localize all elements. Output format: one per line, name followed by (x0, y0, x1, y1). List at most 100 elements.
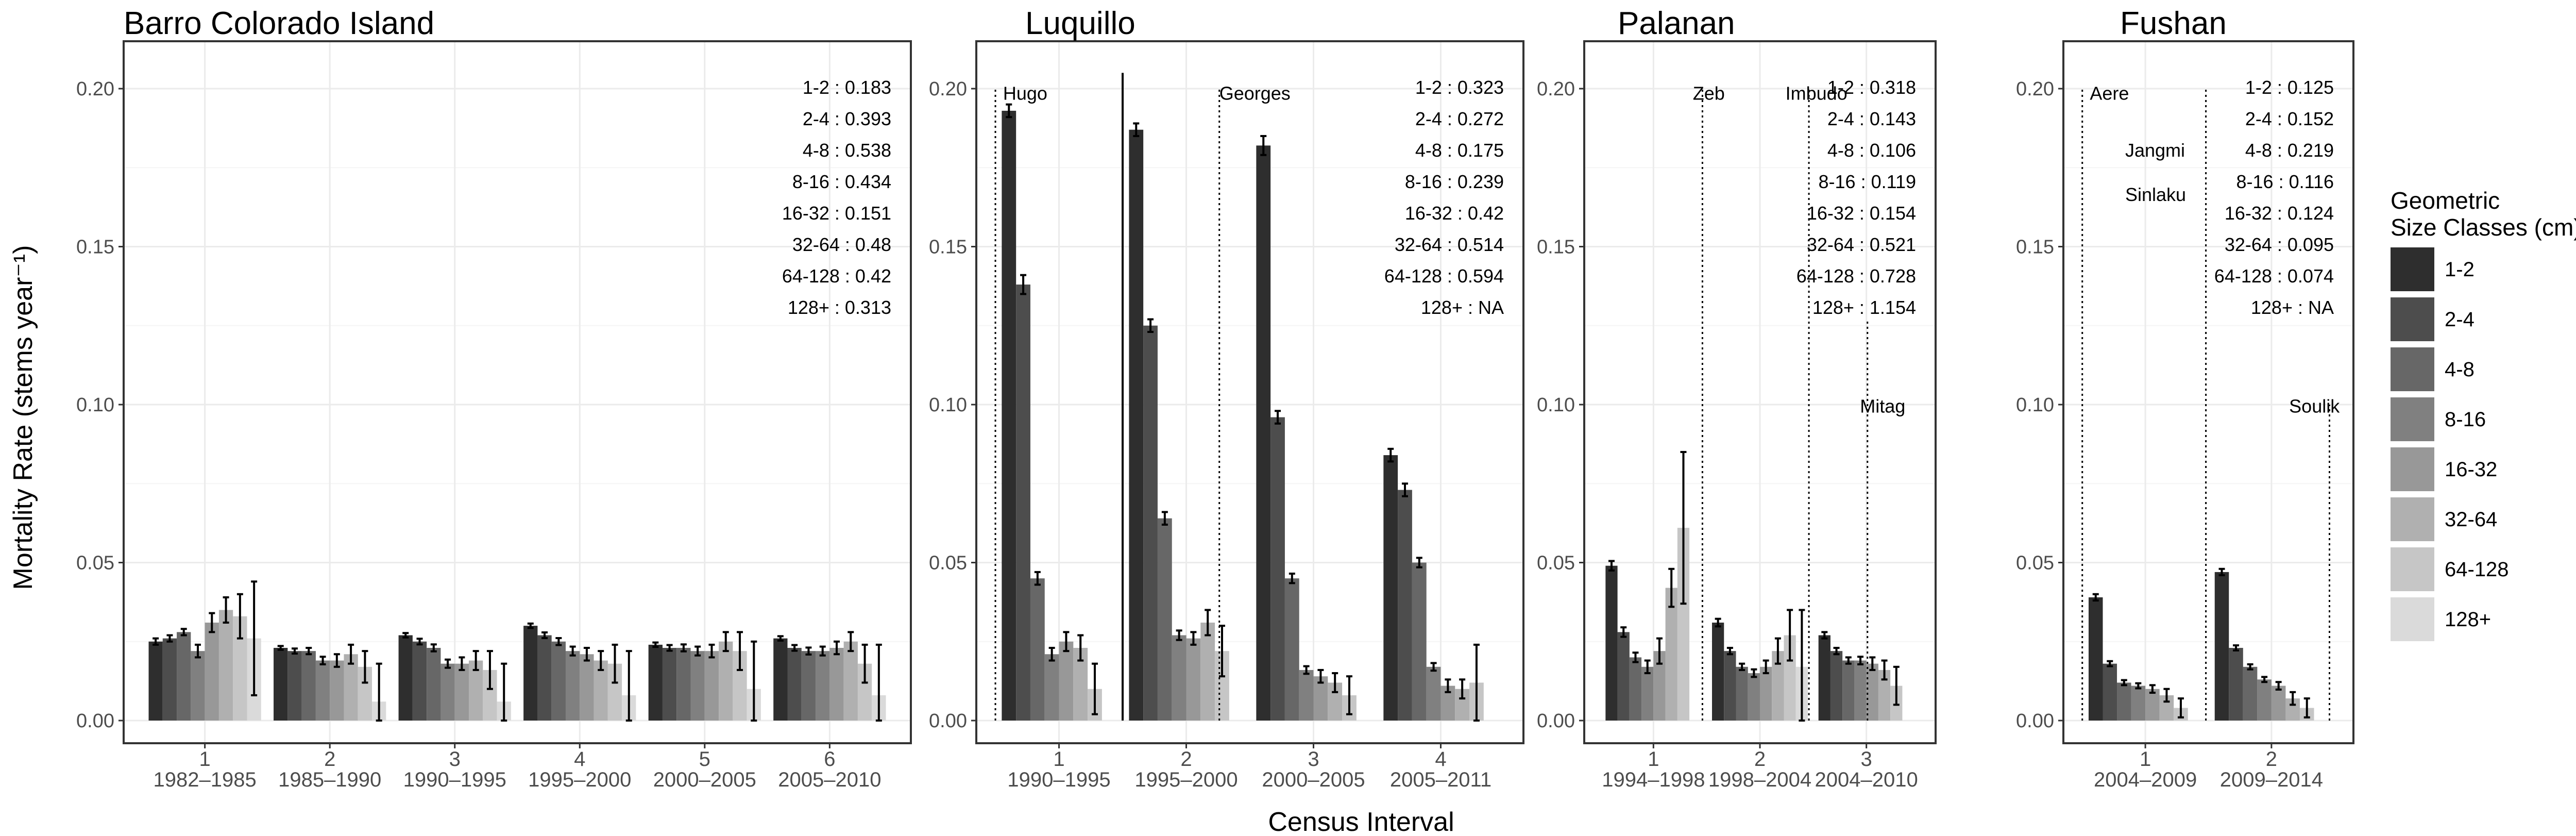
annotation-line: 32-64 : 0.521 (1807, 234, 1916, 255)
annotation-line: 4-8 : 0.219 (2245, 140, 2334, 161)
legend-label: 16-32 (2445, 458, 2497, 481)
x-tick-index: 3 (449, 748, 461, 771)
bar-4-8 (1030, 578, 1045, 721)
bar-8-16 (2131, 685, 2146, 721)
bar-16-32 (330, 660, 344, 721)
x-tick-label: 2005–2011 (1390, 768, 1492, 791)
bar-4-8 (551, 641, 566, 721)
bar-1-2 (1002, 110, 1016, 721)
bar-1-2 (274, 648, 288, 721)
bar-32-64 (218, 610, 233, 721)
bar-4-8 (2117, 682, 2131, 721)
bar-1-2 (1605, 565, 1618, 721)
bar-8-16 (1426, 666, 1441, 721)
y-axis-label: Mortality Rate (stems year⁻¹) (8, 245, 38, 590)
x-tick-index: 1 (1053, 748, 1064, 771)
bar-8-16 (1299, 670, 1314, 721)
bar-1-2 (648, 644, 663, 721)
x-tick-index: 1 (199, 748, 211, 771)
legend-title: Size Classes (cm) (2391, 214, 2576, 241)
y-tick-label: 0.10 (2016, 394, 2054, 416)
panel-title: Fushan (2120, 6, 2227, 41)
bar-16-32 (704, 651, 719, 721)
y-tick-label: 0.20 (929, 78, 967, 100)
bar-1-2 (1712, 622, 1724, 721)
x-tick-label: 2009–2014 (2220, 768, 2323, 791)
x-tick-label: 2004–2010 (1815, 768, 1918, 791)
event-label: Aere (2090, 83, 2129, 104)
x-tick-label: 2000–2005 (1262, 768, 1365, 791)
bar-2-4 (1143, 325, 1158, 721)
x-tick-label: 1990–1995 (1007, 768, 1110, 791)
y-tick-label: 0.15 (76, 237, 114, 258)
bar-2-4 (1398, 490, 1412, 721)
bar-1-2 (2214, 572, 2229, 721)
bar-16-32 (829, 648, 844, 721)
y-tick-label: 0.05 (76, 553, 114, 574)
panel-background (2063, 41, 2353, 743)
x-tick-index: 1 (2140, 748, 2151, 771)
event-label: Imbudo (1786, 83, 1848, 104)
x-tick-label: 1995–2000 (1134, 768, 1238, 791)
bar-16-32 (1059, 641, 1074, 721)
annotation-line: 64-128 : 0.42 (782, 265, 891, 287)
annotation-line: 64-128 : 0.074 (2214, 265, 2334, 287)
annotation-line: 16-32 : 0.154 (1807, 203, 1916, 224)
y-tick-label: 0.00 (2016, 710, 2054, 732)
x-tick-index: 2 (1754, 748, 1766, 771)
bar-1-2 (773, 638, 788, 721)
x-tick-index: 6 (824, 748, 835, 771)
y-tick-label: 0.15 (1537, 237, 1575, 258)
annotation-line: 32-64 : 0.48 (792, 234, 891, 255)
bar-2-4 (2103, 663, 2117, 721)
event-label: Sinlaku (2125, 184, 2186, 205)
annotation-line: 2-4 : 0.152 (2245, 108, 2334, 129)
annotation-line: 64-128 : 0.728 (1797, 265, 1916, 287)
panel-border (1583, 40, 1937, 744)
legend-label: 128+ (2445, 608, 2491, 631)
annotation-line: 4-8 : 0.538 (803, 140, 891, 161)
annotation-line: 8-16 : 0.116 (2236, 171, 2334, 192)
panel-border (123, 40, 912, 744)
legend-label: 8-16 (2445, 408, 2486, 431)
y-tick-label: 0.00 (1537, 710, 1575, 732)
bar-4-8 (301, 651, 316, 721)
bar-16-32 (2271, 685, 2286, 721)
panel-title: Luquillo (1025, 6, 1136, 41)
legend-swatch (2391, 547, 2434, 591)
bar-16-32 (580, 654, 594, 721)
panel-background (976, 41, 1523, 743)
bar-32-64 (719, 641, 733, 721)
panel-border (2062, 40, 2354, 744)
legend-swatch (2391, 447, 2434, 491)
bar-16-32 (454, 663, 469, 721)
x-axis-label: Census Interval (1268, 807, 1454, 836)
annotation-line: 32-64 : 0.514 (1395, 234, 1504, 255)
bar-8-16 (1748, 673, 1760, 721)
panel-title: Barro Colorado Island (124, 6, 434, 41)
bar-4-8 (1157, 518, 1172, 721)
legend-label: 64-128 (2445, 558, 2509, 581)
y-tick-label: 0.15 (2016, 237, 2054, 258)
x-tick-label: 1994–1998 (1602, 768, 1705, 791)
bar-32-64 (1772, 651, 1784, 721)
panel-border (975, 40, 1524, 744)
bar-2-4 (1830, 651, 1843, 721)
y-tick-label: 0.05 (929, 553, 967, 574)
bar-8-16 (816, 651, 830, 721)
y-tick-label: 0.15 (929, 237, 967, 258)
event-label: Soulik (2289, 396, 2340, 417)
bar-2-4 (412, 641, 427, 721)
bar-4-8 (177, 632, 191, 721)
bar-2-4 (662, 648, 677, 721)
annotation-line: 1-2 : 0.125 (2245, 77, 2334, 98)
bar-64-128 (1784, 635, 1796, 721)
x-tick-index: 5 (699, 748, 710, 771)
event-label: Jangmi (2125, 140, 2185, 161)
x-tick-label: 1985–1990 (278, 768, 381, 791)
y-tick-label: 0.20 (2016, 78, 2054, 100)
annotation-line: 16-32 : 0.124 (2225, 203, 2334, 224)
annotation-line: 128+ : 0.313 (788, 297, 891, 318)
